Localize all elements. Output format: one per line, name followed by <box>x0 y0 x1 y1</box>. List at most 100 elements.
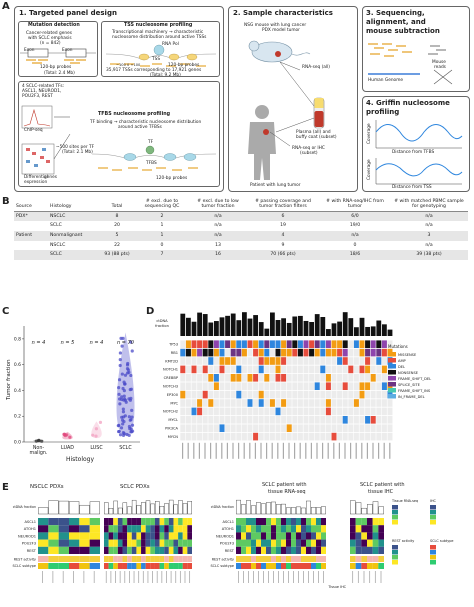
subtype-cell <box>350 563 356 569</box>
mutation-cell <box>230 340 236 348</box>
mutation-cell <box>241 348 247 357</box>
n-label: n = 4 <box>32 340 46 346</box>
oncoprint-cell <box>241 382 247 390</box>
heatmap-cell <box>69 518 80 526</box>
ctdna-bar <box>271 501 276 515</box>
heatmap-cell <box>122 546 128 554</box>
heatmap-cell <box>251 532 256 540</box>
oncoprint-cell <box>225 432 231 441</box>
heatmap-legend-swatch <box>430 520 436 525</box>
oncoprint-cell <box>342 365 348 374</box>
box4-title-1: 4. Griffin nucleosome <box>366 99 450 107</box>
sample-label-tick <box>124 571 126 583</box>
heatmap-cell <box>256 518 261 526</box>
oncoprint-cell <box>292 407 298 416</box>
sample-label-tick <box>187 442 189 459</box>
heatmap-cell <box>296 532 301 540</box>
oncoprint-cell <box>376 374 382 382</box>
subtype-cell <box>136 563 142 569</box>
oncoprint-cell <box>353 382 359 390</box>
heatmap-cell <box>321 546 326 554</box>
subtype-cell <box>38 563 49 569</box>
subtype-cell <box>311 563 316 569</box>
mutation-cell <box>247 340 253 348</box>
heatmap-cell <box>127 539 132 547</box>
oncoprint-cell <box>269 407 275 416</box>
heatmap-cell <box>168 539 174 547</box>
mutation-cell <box>365 382 371 390</box>
heatmap-row-label: POU2F3 <box>220 542 234 546</box>
ctdna-bar <box>378 506 384 515</box>
heatmap-cell <box>271 518 276 526</box>
mutation-cell <box>197 340 203 348</box>
tss-axis: −100 0 +100 <box>116 63 141 67</box>
data-point <box>120 372 124 376</box>
data-point <box>118 351 122 355</box>
category-label: malign. <box>30 450 48 456</box>
heatmap-legend-swatch <box>430 545 436 550</box>
data-point <box>40 439 44 443</box>
mutation-cell <box>275 365 281 374</box>
oncoprint-cell <box>303 416 309 424</box>
mutation-cell <box>309 340 315 348</box>
mutation-cell <box>286 340 292 348</box>
heatmap-row-label: NEUROD1 <box>18 534 36 538</box>
rest-activity-cell <box>316 556 321 562</box>
oncoprint-cell <box>342 374 348 382</box>
heatmap-cell <box>168 518 174 526</box>
mutation-cell <box>253 348 259 357</box>
rest-activity-cell <box>89 556 100 562</box>
dist-tfbs-label: Distance from TFBS <box>392 150 435 155</box>
oncoprint-cell <box>348 424 354 432</box>
oncoprint-cell <box>230 365 236 374</box>
heatmap-cell <box>173 518 179 526</box>
heatmap-cell <box>117 532 123 540</box>
ctdna-bar <box>202 314 208 336</box>
table-cell <box>14 241 48 251</box>
mutation-cell <box>376 357 382 365</box>
heatmap-row-label: REST <box>225 549 235 553</box>
table-cell: 8 <box>100 211 134 222</box>
oncoprint-cell <box>269 374 275 382</box>
ctdna-bar <box>337 321 342 336</box>
mutation-cell <box>236 374 242 382</box>
sample-label-tick <box>288 442 290 459</box>
oncoprint-cell <box>331 407 337 416</box>
ctdna-bar <box>261 503 266 515</box>
box1-title: 1. Targeted panel design <box>19 9 117 17</box>
oncoprint-cell <box>314 399 320 407</box>
oncoprint-cell <box>309 416 315 424</box>
category-label: LUSC <box>90 445 103 451</box>
sample-label-tick <box>243 571 244 583</box>
heatmap-legend-title: REST activity <box>392 539 414 543</box>
sample-label-tick <box>372 442 374 459</box>
mutation-cell <box>314 340 320 348</box>
mutation-cell <box>342 348 348 357</box>
heatmap-cell <box>187 518 192 526</box>
subtype-cell <box>48 563 59 569</box>
legend-label: NONSENSE <box>398 371 419 375</box>
heatmap-cell <box>311 546 316 554</box>
mutation-desc-2: with SCLC emphasis <box>28 36 72 41</box>
panel-letter-c: C <box>2 306 10 317</box>
sample-label-tick <box>338 442 340 459</box>
sample-label-tick <box>378 442 380 459</box>
ctdna-bar <box>286 322 292 336</box>
oncoprint-cell <box>337 382 343 390</box>
heatmap-cell <box>127 525 132 533</box>
mutation-cell <box>180 390 186 399</box>
mutation-cell <box>197 348 203 357</box>
ctdna-bar <box>326 329 331 336</box>
heatmap-cell <box>79 532 90 540</box>
mutation-cell <box>348 365 354 374</box>
rest-activity-cell <box>350 556 356 562</box>
heatmap-cell <box>69 539 80 547</box>
legend-swatch <box>388 388 396 393</box>
mutation-cell <box>208 374 214 382</box>
ctdna-bar <box>178 500 183 515</box>
oncoprint-cell <box>197 432 203 441</box>
oncoprint-cell <box>342 432 348 441</box>
ctdna-bar <box>79 504 90 515</box>
oncoprint-cell <box>297 432 303 441</box>
sample-label-tick <box>278 571 279 583</box>
